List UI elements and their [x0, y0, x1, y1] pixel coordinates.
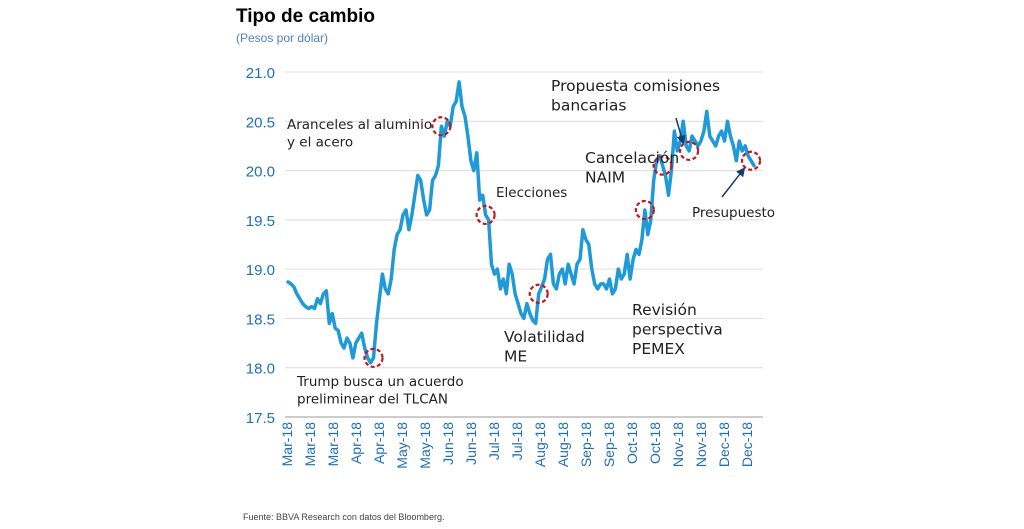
- event-marker-propuesta: [679, 140, 700, 161]
- annotation-cancelacion-line: Cancelación: [585, 149, 679, 167]
- x-tick-label: Dec-18: [716, 422, 732, 467]
- x-tick-label: Mar-18: [279, 422, 295, 467]
- x-tick-label: Jun-18: [440, 422, 456, 465]
- event-marker-presupuesto: [740, 150, 762, 171]
- x-tick-label: Jul-18: [509, 422, 525, 460]
- event-marker-cancelacion: [652, 155, 673, 176]
- x-tick-label: Aug-18: [532, 422, 548, 467]
- x-tick-label: Nov-18: [693, 422, 709, 467]
- annotation-arrows: [675, 117, 746, 198]
- x-tick-label: Apr-18: [348, 422, 364, 464]
- annotation-elecciones-line: Elecciones: [496, 185, 567, 201]
- x-tick-label: Oct-18: [624, 422, 640, 464]
- x-tick-label: Apr-18: [371, 422, 387, 464]
- x-tick-label: Jun-18: [463, 422, 479, 465]
- y-tick-label: 17.5: [246, 410, 275, 427]
- x-tick-label: Nov-18: [670, 422, 686, 467]
- y-tick-label: 18.5: [246, 311, 275, 328]
- y-tick-label: 18.0: [246, 361, 275, 378]
- y-tick-label: 21.0: [246, 65, 275, 82]
- x-tick-label: Mar-18: [325, 422, 341, 467]
- annotation-aranceles-line: Aranceles al aluminio: [287, 117, 432, 133]
- x-tick-label: May-18: [394, 422, 410, 469]
- y-tick-label: 19.5: [246, 213, 275, 230]
- event-marker-volatilidad: [528, 283, 549, 304]
- x-tick-label: Mar-18: [302, 422, 318, 467]
- y-tick-label: 19.0: [246, 262, 275, 279]
- x-tick-label: May-18: [417, 422, 433, 469]
- annotation-cancelacion-line: NAIM: [585, 169, 625, 187]
- annotation-revision-line: perspectiva: [632, 321, 723, 339]
- annotation-presupuesto-line: Presupuesto: [692, 205, 775, 221]
- y-axis: 17.5 18.0 18.5 19.0 19.5 20.0 20.5 21.0: [246, 65, 275, 427]
- chart-subtitle: (Pesos por dólar): [236, 31, 329, 45]
- annotation-revision-line: Revisión: [632, 301, 697, 319]
- annotation-propuesta-line: Propuesta comisiones: [551, 77, 720, 95]
- event-marker-revision: [634, 199, 655, 221]
- y-tick-label: 20.5: [246, 114, 275, 131]
- x-tick-label: Dec-18: [739, 422, 755, 467]
- annotations: Trump busca un acuerdo preliminear del TL…: [287, 77, 775, 408]
- annotation-revision-line: PEMEX: [632, 340, 685, 358]
- x-axis: Mar-18 Mar-18 Mar-18 Apr-18 Apr-18 May-18 May-…: [279, 416, 763, 469]
- annotation-trump-line: Trump busca un acuerdo: [296, 374, 464, 390]
- event-markers: [363, 116, 762, 368]
- x-tick-label: Sep-18: [601, 422, 617, 467]
- annotation-propuesta-line: bancarias: [551, 97, 626, 115]
- event-marker-aranceles: [431, 116, 452, 137]
- chart-title: Tipo de cambio: [236, 6, 376, 27]
- x-tick-label: Aug-18: [555, 422, 571, 467]
- x-tick-label: Jul-18: [486, 422, 502, 460]
- annotation-volatilidad-line: ME: [504, 348, 527, 366]
- arrow-presupuesto: [721, 167, 746, 198]
- annotation-aranceles-line: y el acero: [287, 135, 353, 151]
- annotation-trump-line: preliminear del TLCAN: [297, 392, 448, 408]
- grid-lines: [285, 71, 763, 369]
- x-tick-label: Oct-18: [647, 422, 663, 464]
- event-marker-elecciones: [475, 204, 496, 226]
- series-layer: [286, 80, 756, 365]
- x-tick-label: Sep-18: [578, 422, 594, 467]
- source-note: Fuente: BBVA Research con datos del Bloo…: [243, 512, 445, 522]
- annotation-volatilidad-line: Volatilidad: [504, 328, 585, 346]
- exchange-rate-line: [286, 80, 756, 365]
- event-marker-trump: [363, 347, 384, 368]
- y-tick-label: 20.0: [246, 164, 275, 181]
- arrow-propuesta: [675, 117, 686, 145]
